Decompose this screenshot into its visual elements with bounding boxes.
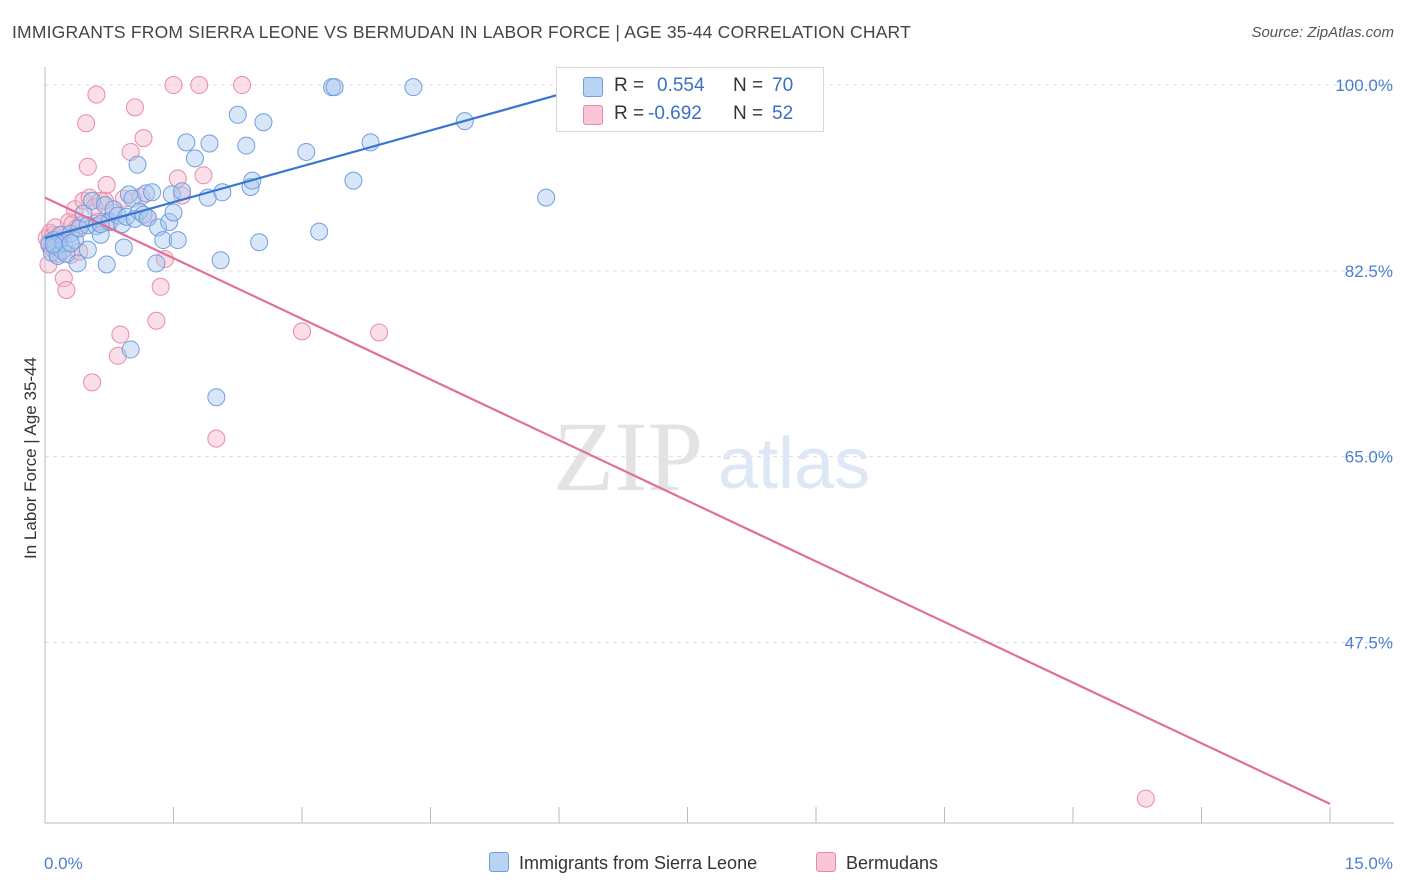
data-point-sierra-leone	[160, 213, 179, 232]
trend-line-sierra-leone	[44, 93, 560, 240]
data-point-sierra-leone	[344, 171, 363, 190]
data-point-bermudans	[207, 429, 226, 448]
data-point-bermudans	[134, 129, 153, 148]
data-point-sierra-leone	[325, 78, 344, 97]
legend-row-sierra-leone: R = 0.554 N = 70	[557, 72, 823, 100]
data-point-sierra-leone	[78, 240, 97, 259]
bottom-legend-bermudans: Bermudans	[816, 852, 938, 874]
legend-swatch-blue	[583, 77, 603, 97]
y-tick-label: 65.0%	[1345, 448, 1393, 467]
data-point-bermudans	[190, 76, 209, 95]
data-point-sierra-leone	[168, 231, 187, 250]
y-tick-label: 47.5%	[1345, 633, 1393, 652]
legend-r-label: R =	[614, 103, 645, 124]
data-point-bermudans	[54, 269, 73, 288]
data-point-bermudans	[1136, 789, 1155, 808]
data-point-sierra-leone	[254, 113, 273, 132]
data-point-sierra-leone	[143, 183, 162, 202]
data-point-bermudans	[111, 325, 130, 344]
data-point-sierra-leone	[137, 184, 156, 203]
data-point-sierra-leone	[44, 235, 63, 254]
data-point-sierra-leone	[237, 136, 256, 155]
data-point-bermudans	[370, 323, 389, 342]
legend-r-label: R =	[614, 75, 645, 96]
data-point-sierra-leone	[207, 388, 226, 407]
bottom-legend-label-pink: Bermudans	[846, 853, 939, 873]
y-tick-labels: 100.0% 82.5% 65.0% 47.5%	[1335, 76, 1393, 652]
y-tick-label: 82.5%	[1345, 262, 1393, 281]
data-point-sierra-leone	[121, 340, 140, 359]
data-point-sierra-leone	[164, 203, 183, 222]
data-point-bermudans	[151, 277, 170, 296]
axes	[44, 67, 1394, 824]
data-point-sierra-leone	[147, 254, 166, 273]
data-point-bermudans	[164, 76, 183, 95]
chart-title: IMMIGRANTS FROM SIERRA LEONE VS BERMUDAN…	[12, 22, 911, 42]
data-point-sierra-leone	[91, 225, 110, 244]
bottom-legend-label-blue: Immigrants from Sierra Leone	[519, 853, 758, 873]
x-tick-labels: 0.0% 15.0%	[44, 854, 1393, 873]
data-point-bermudans	[125, 98, 144, 117]
data-point-sierra-leone	[61, 234, 80, 253]
data-point-sierra-leone	[200, 134, 219, 153]
data-point-bermudans	[293, 322, 311, 341]
legend-n-value: 52	[772, 103, 794, 124]
legend-r-value: 0.554	[657, 75, 705, 96]
y-axis-label: In Labor Force | Age 35-44	[21, 357, 40, 559]
gridlines	[45, 84, 1394, 643]
data-point-bermudans	[78, 157, 97, 176]
data-point-sierra-leone	[211, 251, 230, 270]
x-tick-label-min: 0.0%	[44, 854, 83, 873]
data-point-sierra-leone	[114, 238, 133, 257]
x-tick-label-max: 15.0%	[1345, 854, 1393, 873]
bottom-legend-sierra-leone: Immigrants from Sierra Leone	[489, 852, 757, 874]
data-point-bermudans	[77, 114, 96, 133]
legend-swatch-pink	[583, 105, 603, 125]
data-point-bermudans	[97, 175, 116, 194]
trend-line-bermudans	[44, 196, 1331, 805]
legend-n-value: 70	[772, 75, 794, 96]
data-point-sierra-leone	[404, 78, 423, 97]
data-point-sierra-leone	[154, 231, 173, 250]
bottom-legend-swatch-pink	[816, 852, 836, 872]
data-point-bermudans	[194, 166, 213, 185]
bottom-legend-swatch-blue	[489, 852, 509, 872]
data-point-bermudans	[87, 85, 106, 104]
data-point-bermudans	[233, 76, 252, 95]
legend-row-bermudans: R = -0.692 N = 52	[557, 100, 823, 128]
data-point-bermudans	[57, 280, 76, 299]
data-point-bermudans	[147, 311, 166, 330]
watermark-atlas: atlas	[718, 424, 870, 504]
legend-n-label: N =	[733, 103, 764, 124]
data-point-sierra-leone	[68, 254, 87, 273]
data-point-sierra-leone	[97, 255, 116, 274]
data-point-bermudans	[80, 188, 99, 207]
data-point-sierra-leone	[128, 155, 147, 174]
data-point-sierra-leone	[297, 142, 316, 161]
data-point-sierra-leone	[537, 188, 556, 207]
data-point-sierra-leone	[228, 105, 247, 124]
data-point-sierra-leone	[310, 222, 329, 241]
data-point-sierra-leone	[250, 233, 269, 252]
data-point-sierra-leone	[95, 196, 114, 215]
legend-n-label: N =	[733, 75, 764, 96]
y-tick-label: 100.0%	[1335, 76, 1393, 95]
legend-r-value: -0.692	[648, 103, 702, 124]
watermark-zip: ZIP	[553, 401, 703, 512]
source-credit: Source: ZipAtlas.com	[1251, 24, 1394, 41]
stats-legend: R = 0.554 N = 70 R = -0.692 N = 52	[556, 67, 824, 132]
trend-lines	[44, 93, 1331, 805]
data-point-sierra-leone	[185, 149, 204, 168]
data-point-bermudans	[83, 373, 102, 392]
data-point-sierra-leone	[177, 133, 196, 152]
